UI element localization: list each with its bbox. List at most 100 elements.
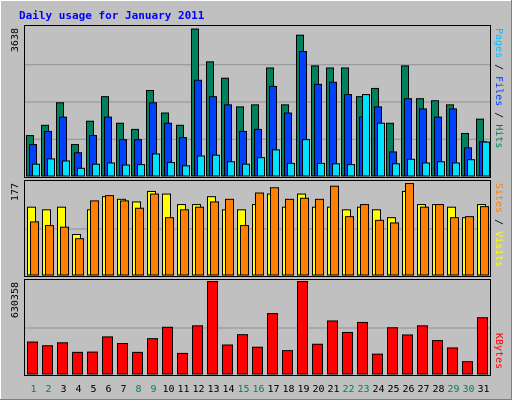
pages-bar-day-20 [317, 162, 325, 177]
sites-bar-day-12 [195, 206, 204, 276]
sites-bar-day-28 [435, 204, 444, 276]
kbytes-bar-day-19 [297, 281, 308, 375]
kbytes-bar-day-29 [447, 347, 458, 375]
kbytes-bar-day-17 [267, 313, 278, 375]
sites-bar-day-27 [420, 206, 429, 276]
pages-bar-day-27 [422, 162, 430, 177]
kbytes-bar-day-2 [42, 345, 53, 375]
x-label-day-13: 13 [207, 384, 219, 395]
kbytes-bar-day-25 [387, 327, 398, 375]
kbytes-bar-day-27 [417, 325, 428, 375]
x-label-day-11: 11 [177, 384, 189, 395]
pages-bar-day-14 [227, 161, 235, 177]
sites-bar-day-14 [225, 198, 234, 276]
x-label-day-2: 2 [45, 384, 51, 395]
pages-bar-day-17 [272, 149, 280, 177]
x-label-day-9: 9 [150, 384, 156, 395]
x-label-day-4: 4 [75, 384, 81, 395]
legend-part: Pages [493, 28, 504, 58]
kbytes-bar-day-23 [357, 321, 368, 375]
x-label-day-30: 30 [462, 384, 474, 395]
pages-bar-day-28 [437, 161, 445, 177]
pages-bar-day-24 [377, 122, 385, 177]
pages-bar-day-22 [347, 164, 355, 177]
kbytes-bar-day-13 [207, 281, 218, 375]
sites-bar-day-9 [150, 193, 159, 276]
files-bar-day-21 [329, 81, 337, 177]
kbytes-bar-day-5 [87, 351, 98, 375]
pages-bar-day-29 [452, 162, 460, 177]
sites-bar-day-10 [165, 217, 174, 276]
x-label-day-17: 17 [267, 384, 279, 395]
legend-part: / [493, 213, 504, 231]
kbytes-bar-day-9 [147, 338, 158, 375]
sites-bar-day-11 [180, 209, 189, 276]
x-label-day-5: 5 [90, 384, 96, 395]
sites-bar-day-5 [90, 200, 99, 276]
kbytes-bar-day-1 [27, 341, 38, 375]
sites-bar-day-21 [330, 185, 339, 276]
legend-part: / [493, 58, 504, 76]
sites-bar-day-30 [465, 216, 474, 276]
x-label-day-22: 22 [342, 384, 354, 395]
kbytes-bar-day-6 [102, 336, 113, 375]
panel-hits-ymax: 3638 [10, 28, 21, 52]
x-label-day-18: 18 [282, 384, 294, 395]
pages-bar-day-15 [242, 163, 250, 177]
sites-bar-day-22 [345, 216, 354, 276]
sites-bar-day-7 [120, 200, 129, 276]
pages-bar-day-10 [167, 162, 175, 177]
panel-visits-ymax: 177 [10, 183, 21, 201]
x-label-day-12: 12 [192, 384, 204, 395]
legend-part: Visits [493, 231, 504, 267]
legend-part: KBytes [493, 333, 504, 369]
pages-bar-day-13 [212, 154, 220, 177]
x-label-day-20: 20 [312, 384, 324, 395]
pages-bar-day-5 [92, 163, 100, 177]
kbytes-bar-day-28 [432, 340, 443, 375]
x-label-day-31: 31 [477, 384, 489, 395]
panel-hits-legend: Pages / Files / Hits [493, 28, 504, 148]
pages-bar-day-11 [182, 165, 190, 177]
pages-bar-day-2 [47, 158, 55, 177]
x-axis-labels: 1 2 3 4 5 6 7 8 9 10 11 12 13 14 15 16 17 18 19 20 21 22 23 24 2… [30, 384, 489, 395]
kbytes-bar-day-18 [282, 350, 293, 375]
pages-bar-day-21 [332, 163, 340, 177]
sites-bar-day-13 [210, 201, 219, 276]
x-label-day-1: 1 [30, 384, 36, 395]
legend-part: Hits [493, 124, 504, 148]
pages-bar-day-31 [482, 141, 490, 177]
sites-bar-day-16 [255, 192, 264, 276]
bars [26, 28, 490, 375]
x-label-day-15: 15 [237, 384, 249, 395]
kbytes-bar-day-11 [177, 352, 188, 375]
kbytes-bar-day-30 [462, 361, 473, 375]
pages-bar-day-18 [287, 162, 295, 177]
kbytes-bar-day-31 [477, 317, 488, 375]
kbytes-bar-day-8 [132, 351, 143, 375]
sites-bar-day-31 [480, 206, 489, 276]
x-label-day-14: 14 [222, 384, 234, 395]
pages-bar-day-8 [137, 164, 145, 177]
sites-bar-day-24 [375, 219, 384, 276]
x-label-day-3: 3 [60, 384, 66, 395]
sites-bar-day-19 [300, 197, 309, 276]
pages-bar-day-30 [467, 159, 475, 177]
kbytes-bar-day-16 [252, 346, 263, 375]
chart-title: Daily usage for January 2011 [19, 9, 205, 22]
sites-bar-day-17 [270, 187, 279, 276]
x-label-day-7: 7 [120, 384, 126, 395]
sites-bar-day-8 [135, 207, 144, 276]
x-label-day-16: 16 [252, 384, 264, 395]
sites-bar-day-4 [75, 238, 84, 276]
x-label-day-25: 25 [387, 384, 399, 395]
sites-bar-day-20 [315, 198, 324, 276]
x-label-day-8: 8 [135, 384, 141, 395]
sites-bar-day-18 [285, 198, 294, 276]
legend-part: Sites [493, 183, 504, 213]
sites-bar-day-25 [390, 222, 399, 276]
x-label-day-26: 26 [402, 384, 414, 395]
kbytes-bar-day-4 [72, 351, 83, 375]
